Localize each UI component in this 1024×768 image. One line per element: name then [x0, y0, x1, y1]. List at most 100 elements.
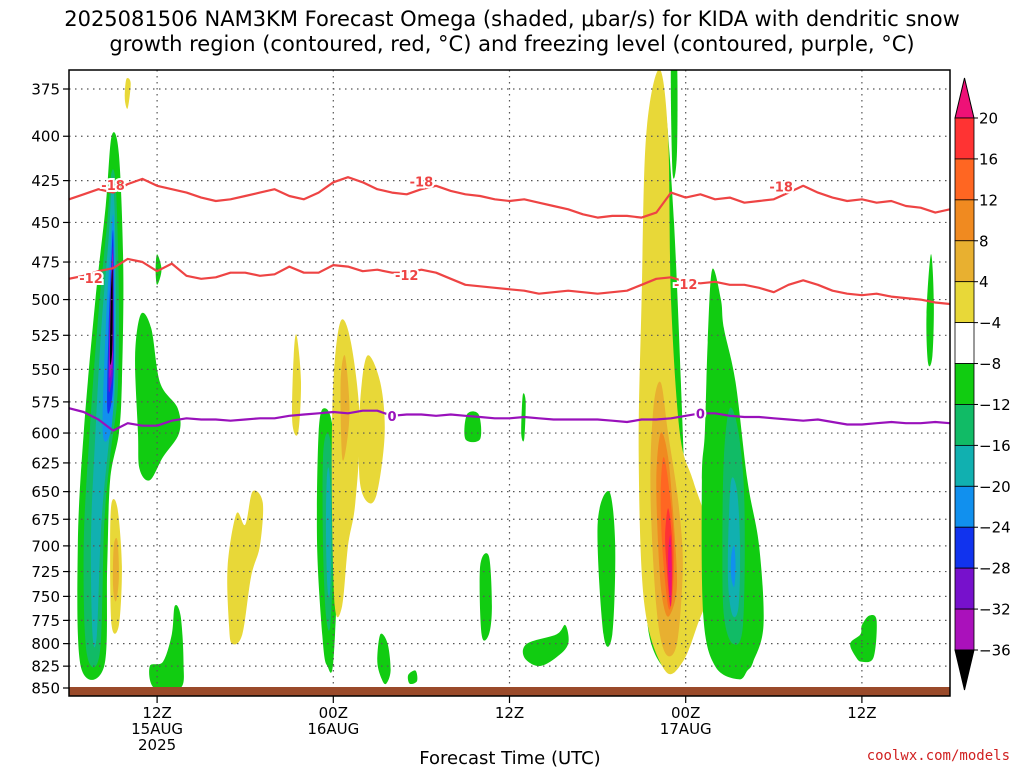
- omega-region-22: [377, 633, 391, 685]
- omega-region-28: [597, 491, 616, 647]
- x-tick-label-0-2: 2025: [138, 736, 176, 754]
- x-tick-label-1-1: 16AUG: [307, 720, 359, 738]
- y-tick-label-375: 375: [31, 81, 60, 99]
- y-tick-label-650: 650: [31, 483, 60, 501]
- y-tick-label-575: 575: [31, 393, 60, 411]
- colorbar-segment-4: [954, 281, 975, 324]
- y-tick-label-825: 825: [31, 658, 60, 676]
- x-axis-label: Forecast Time (UTC): [419, 748, 600, 768]
- colorbar-bottom-arrow: [954, 649, 975, 691]
- y-tick-label-475: 475: [31, 254, 60, 272]
- omega-region-23: [407, 670, 418, 685]
- contour-line-0: [69, 176, 950, 219]
- colorbar-tick-label-11: −28: [979, 560, 1011, 578]
- credit-text: coolwx.com/models: [867, 748, 1010, 764]
- y-tick-label-600: 600: [31, 425, 60, 443]
- omega-region-18: [325, 467, 332, 598]
- colorbar-tick-label-8: −16: [979, 437, 1011, 455]
- omega-region-14: [227, 490, 264, 645]
- colorbar-tick-label-0: 20: [979, 110, 998, 128]
- y-tick-label-775: 775: [31, 612, 60, 630]
- grid-layer: [69, 70, 950, 696]
- contour-label-0-0: -18: [101, 179, 125, 194]
- omega-region-7: [110, 268, 113, 366]
- chart-title-line1: 2025081506 NAM3KM Forecast Omega (shaded…: [64, 7, 960, 31]
- chart-title-line2: growth region (contoured, red, °C) and f…: [109, 32, 914, 56]
- y-tick-label-550: 550: [31, 361, 60, 379]
- omega-region-42: [926, 254, 934, 367]
- y-tick-label-675: 675: [31, 511, 60, 529]
- x-tick-label-1-0: 00Z: [319, 704, 348, 722]
- x-tick-label-4-0: 12Z: [847, 704, 876, 722]
- colorbar-segment-9: [954, 485, 975, 528]
- contour-line-1: [69, 257, 950, 306]
- colorbar-top-arrow: [954, 77, 975, 119]
- colorbar-tick-label-4: 4: [979, 273, 989, 291]
- x-tick-label-2-0: 12Z: [495, 704, 524, 722]
- colorbar-segment-8: [954, 444, 975, 487]
- contour-line-2: [69, 407, 950, 432]
- y-axis: 375 400 425 450 475 500 525 550 575 600 625 650 675 7…: [31, 81, 69, 698]
- y-tick-label-750: 750: [31, 588, 60, 606]
- colorbar: 20 16 12 8 4 −4 −8 −12 −16 −20 −24 −28 −32 −36: [954, 77, 1011, 691]
- y-tick-label-500: 500: [31, 291, 60, 309]
- colorbar-segment-7: [954, 404, 975, 446]
- omega-region-12: [149, 604, 184, 692]
- y-tick-label-800: 800: [31, 635, 60, 653]
- omega-region-15: [292, 334, 302, 436]
- colorbar-tick-label-12: −32: [979, 601, 1011, 619]
- colorbar-segment-1: [954, 158, 975, 201]
- y-tick-label-525: 525: [31, 327, 60, 345]
- x-tick-label-3-0: 00Z: [671, 704, 700, 722]
- y-tick-label-625: 625: [31, 454, 60, 472]
- contour-label-0-2: -18: [769, 180, 793, 195]
- contour-label-0-1: -18: [410, 175, 434, 190]
- omega-region-25: [479, 553, 492, 641]
- colorbar-tick-label-1: 16: [979, 150, 998, 168]
- omega-region-40: [730, 545, 736, 587]
- colorbar-tick-label-6: −8: [979, 355, 1001, 373]
- omega-region-21: [358, 355, 385, 504]
- omega-shading-layer: [77, 70, 934, 692]
- contour-label-2-1: 0: [696, 408, 705, 423]
- omega-region-10: [124, 77, 131, 109]
- y-tick-label-850: 850: [31, 680, 60, 698]
- colorbar-segment-0: [954, 117, 975, 160]
- terrain-strip: [69, 687, 950, 696]
- omega-region-11: [135, 312, 181, 481]
- colorbar-tick-label-3: 8: [979, 232, 989, 250]
- colorbar-segment-5: [954, 322, 975, 364]
- omega-region-9: [112, 537, 119, 602]
- x-tick-label-0-0: 12Z: [142, 704, 171, 722]
- y-tick-label-700: 700: [31, 537, 60, 555]
- omega-region-41: [850, 614, 877, 663]
- contour-label-1-1: -12: [395, 269, 419, 284]
- omega-region-20: [340, 355, 350, 461]
- colorbar-segment-3: [954, 240, 975, 283]
- y-tick-label-425: 425: [31, 172, 60, 190]
- contour-label-2-0: 0: [388, 410, 397, 425]
- contour-label-1-2: -12: [674, 278, 698, 293]
- colorbar-tick-label-10: −24: [979, 519, 1011, 537]
- colorbar-tick-label-7: −12: [979, 396, 1011, 414]
- omega-region-27: [522, 624, 569, 667]
- colorbar-tick-label-13: −36: [979, 642, 1011, 660]
- x-tick-label-0-1: 15AUG: [131, 720, 183, 738]
- x-tick-label-3-1: 17AUG: [660, 720, 712, 738]
- omega-region-24: [464, 411, 482, 443]
- colorbar-segment-6: [954, 363, 975, 405]
- omega-region-19: [331, 319, 360, 618]
- y-tick-label-725: 725: [31, 563, 60, 581]
- colorbar-segment-2: [954, 199, 975, 242]
- colorbar-tick-label-2: 12: [979, 191, 998, 209]
- colorbar-segment-10: [954, 526, 975, 569]
- colorbar-tick-label-9: −20: [979, 478, 1011, 496]
- colorbar-segment-11: [954, 567, 975, 610]
- colorbar-segment-12: [954, 608, 975, 651]
- contour-lines-layer: -18 -18 -18 -12 -12 -12 0 0: [69, 173, 950, 432]
- y-tick-label-400: 400: [31, 128, 60, 146]
- omega-region-36: [670, 70, 678, 179]
- contour-label-1-0: -12: [79, 272, 103, 287]
